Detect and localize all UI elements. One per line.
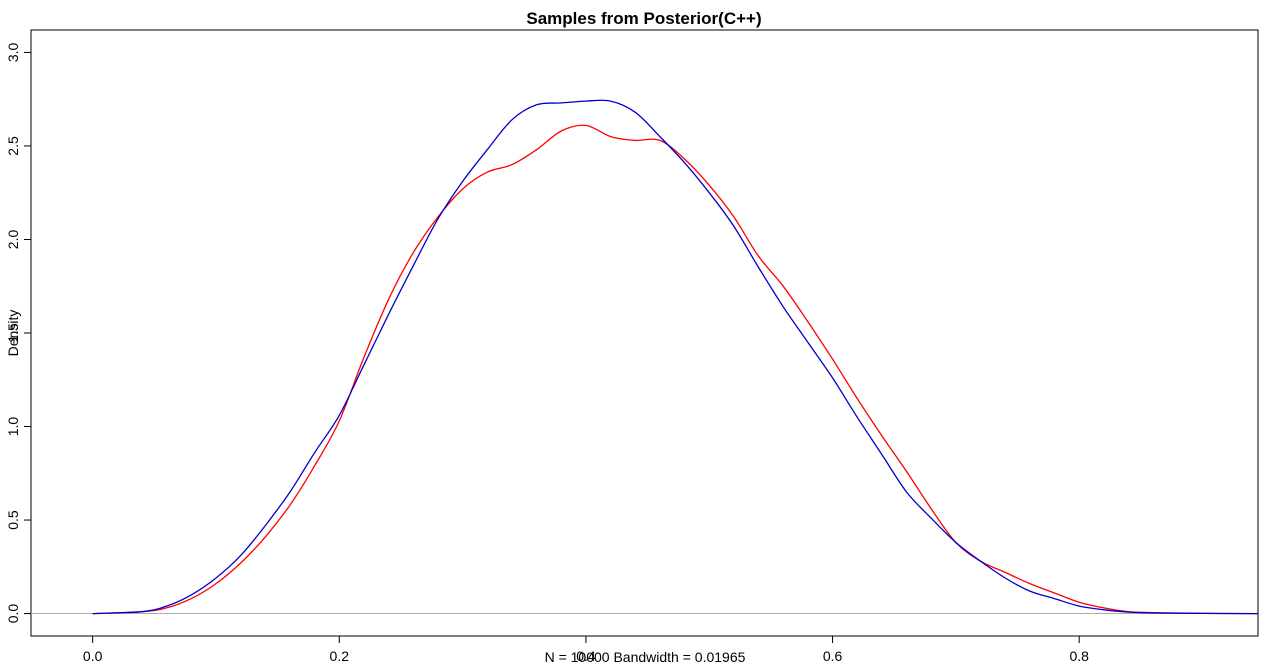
y-tick-label: 1.5: [5, 323, 21, 343]
series-line-1: [92, 124, 1259, 615]
y-tick-label: 3.0: [5, 43, 21, 63]
x-tick-label: 0.2: [330, 648, 350, 664]
y-tick-label: 1.0: [5, 417, 21, 437]
y-axis: 0.0 0.5 1.0 1.5 2.0 2.5 3.0: [5, 43, 32, 624]
x-axis: 0.0 0.2 0.4 0.6 0.8: [83, 635, 1089, 664]
series-line-2: [92, 99, 1259, 615]
x-tick-label: 0.8: [1069, 648, 1089, 664]
series-layer: [31, 99, 1259, 615]
x-tick-label: 0.6: [823, 648, 843, 664]
y-tick-label: 0.0: [5, 604, 21, 624]
y-tick-label: 0.5: [5, 510, 21, 530]
y-tick-label: 2.0: [5, 230, 21, 250]
x-tick-label: 0.4: [576, 648, 596, 664]
x-tick-label: 0.0: [83, 648, 103, 664]
y-axis-label: Density: [5, 310, 21, 357]
y-tick-label: 2.5: [5, 136, 21, 156]
chart-title: Samples from Posterior(C++): [526, 9, 761, 28]
x-axis-sublabel: N = 10000 Bandwidth = 0.01965: [545, 649, 746, 665]
